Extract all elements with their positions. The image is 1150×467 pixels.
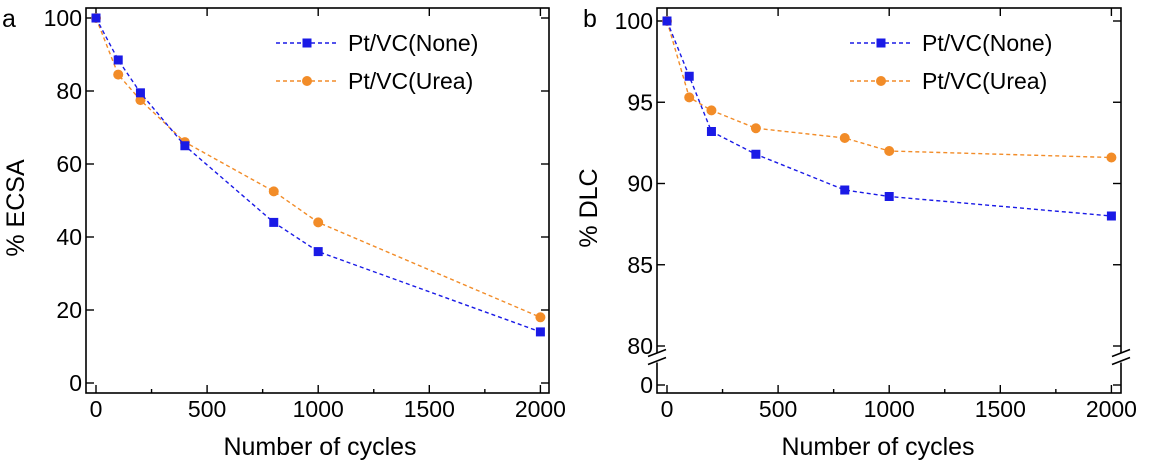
legend-marker-urea: [302, 76, 312, 86]
plot-frame: [85, 7, 550, 394]
y-tick-label: 90: [627, 171, 653, 197]
legend-marker-none: [876, 38, 886, 48]
x-tick-label: 1500: [975, 396, 1026, 422]
y-tick-label: 80: [627, 333, 653, 359]
legend-label-none: Pt/VC(None): [348, 30, 478, 56]
legend-label-urea: Pt/VC(Urea): [922, 68, 1047, 94]
data-point-urea: [839, 133, 850, 143]
x-tick-label: 1000: [864, 396, 915, 422]
axis-break-gap: [1113, 352, 1129, 363]
data-point-none: [91, 13, 101, 23]
y-tick-label: 100: [44, 5, 82, 31]
data-point-urea: [535, 312, 546, 323]
y-tick-label: 80: [56, 78, 82, 104]
x-axis-title: Number of cycles: [223, 433, 416, 461]
y-tick-label: 0: [69, 370, 82, 396]
y-tick-label: 85: [627, 252, 653, 278]
y-tick-label: 0: [640, 372, 653, 398]
y-tick-label: 20: [56, 297, 82, 323]
series-line-urea: [95, 17, 541, 318]
data-point-urea: [113, 69, 124, 80]
data-point-none: [535, 327, 545, 337]
axis-break-gap: [649, 352, 665, 363]
data-point-none: [884, 192, 894, 201]
data-point-none: [269, 217, 279, 227]
y-tick-label: 60: [56, 151, 82, 177]
y-axis-title: % DLC: [575, 168, 603, 247]
axis-break-mark: [1111, 356, 1131, 366]
panel-letter: a: [2, 5, 16, 33]
data-point-none: [1106, 211, 1116, 221]
x-axis-title: Number of cycles: [781, 433, 974, 461]
legend-marker-urea: [876, 76, 886, 86]
y-tick-label: 100: [615, 8, 653, 34]
x-tick-label: 1000: [293, 396, 344, 422]
legend-marker-none: [302, 38, 312, 48]
x-tick-label: 0: [661, 396, 674, 422]
data-point-urea: [750, 123, 761, 134]
data-point-none: [840, 185, 850, 195]
data-point-none: [180, 141, 190, 151]
axis-break-mark: [647, 356, 667, 366]
series-line-none: [95, 17, 541, 333]
chart-panel-b: b 0 500 1000 1500 2000 0 80 85 90 95 100 Number of c…: [575, 5, 1137, 461]
panel-letter: b: [583, 5, 597, 33]
y-axis-title: % ECSA: [2, 159, 30, 257]
data-point-urea: [706, 105, 717, 116]
data-point-urea: [135, 95, 146, 106]
x-tick-label: 500: [759, 396, 797, 422]
axis-break-mark: [1111, 348, 1131, 358]
x-tick-label: 0: [90, 396, 103, 422]
chart-panel-a: a 0 500 1000 1500 2000 0 20 40 60 80 100 Number of c…: [2, 5, 566, 461]
x-tick-label: 1500: [404, 396, 455, 422]
x-tick-label: 2000: [1086, 396, 1137, 422]
legend-label-none: Pt/VC(None): [922, 30, 1052, 56]
axis-break-mark: [647, 348, 667, 358]
data-point-none: [113, 55, 123, 65]
data-point-urea: [1106, 152, 1117, 163]
data-point-none: [706, 127, 716, 136]
data-point-none: [662, 16, 672, 26]
y-tick-label: 95: [627, 89, 653, 115]
data-point-urea: [684, 92, 695, 103]
data-point-urea: [268, 186, 279, 197]
legend-label-urea: Pt/VC(Urea): [348, 68, 473, 94]
data-point-none: [684, 71, 694, 81]
data-point-urea: [313, 217, 324, 228]
x-tick-label: 2000: [515, 396, 566, 422]
data-point-urea: [884, 146, 895, 156]
data-point-none: [313, 247, 323, 257]
data-point-none: [135, 88, 145, 98]
y-tick-label: 40: [56, 224, 82, 250]
data-point-none: [751, 149, 761, 159]
x-tick-label: 500: [188, 396, 226, 422]
